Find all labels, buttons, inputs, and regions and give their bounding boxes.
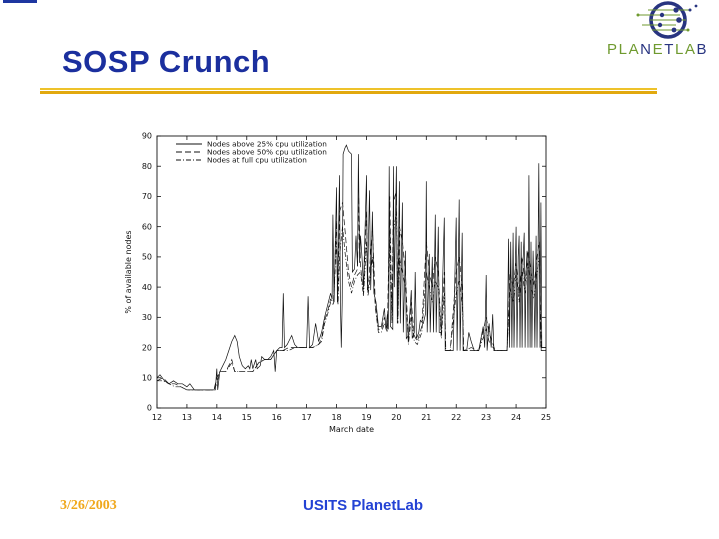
wordmark-letter: A	[628, 41, 641, 58]
x-tick-label: 25	[541, 413, 551, 422]
x-tick-label: 18	[331, 413, 341, 422]
x-tick-label: 16	[272, 413, 282, 422]
series-dashdot	[157, 211, 546, 391]
x-tick-label: 13	[182, 413, 192, 422]
y-tick-label: 20	[142, 343, 152, 352]
wordmark-letter: P	[607, 41, 619, 58]
legend-label: Nodes at full cpu utilization	[207, 156, 307, 165]
y-axis-label: % of available nodes	[124, 230, 133, 313]
y-tick-label: 80	[142, 162, 152, 171]
footer-title: USITS PlanetLab	[303, 497, 424, 514]
series-dashed	[156, 190, 546, 391]
y-tick-label: 40	[142, 283, 152, 292]
x-tick-label: 20	[391, 413, 401, 422]
footer-date: 3/26/2003	[60, 498, 117, 513]
wordmark-letter: L	[674, 41, 685, 58]
y-tick-label: 0	[147, 404, 152, 413]
cpu-utilization-chart: 12 13 14 15 16 17 18 19 20 21 22 23 24 25 0 10 20 30 40 50 6…	[124, 132, 551, 434]
x-tick-label: 17	[302, 413, 312, 422]
wordmark-letter: B	[696, 41, 709, 58]
wordmark-letter: T	[664, 41, 675, 58]
wordmark-letter: N	[640, 41, 653, 58]
x-tick-label: 19	[361, 413, 371, 422]
x-tick-label: 24	[511, 413, 521, 422]
x-tick-label: 22	[451, 413, 461, 422]
x-tick-label: 15	[242, 413, 252, 422]
series-solid	[156, 144, 546, 391]
wordmark-letter: E	[652, 41, 665, 58]
legend-label: Nodes above 50% cpu utilization	[207, 148, 327, 157]
planetlab-wordmark: PLANETLAB	[607, 41, 708, 58]
y-tick-label: 50	[142, 253, 152, 262]
x-axis-label: March date	[329, 425, 374, 434]
y-tick-label: 30	[142, 313, 152, 322]
x-tick-label: 21	[421, 413, 431, 422]
wordmark-letter: A	[684, 41, 697, 58]
y-tick-label: 90	[142, 132, 152, 141]
y-tick-label: 70	[142, 192, 152, 201]
slide-title: SOSP Crunch	[62, 44, 271, 79]
x-tick-label: 12	[152, 413, 162, 422]
y-tick-label: 10	[142, 373, 152, 382]
top-left-accent-bar	[3, 0, 37, 3]
legend-label: Nodes above 25% cpu utilization	[207, 140, 327, 149]
x-tick-label: 14	[212, 413, 222, 422]
plot-frame	[156, 135, 547, 409]
x-tick-label: 23	[481, 413, 491, 422]
planetlab-logo: PLANETLAB	[600, 0, 719, 66]
y-tick-label: 60	[142, 222, 152, 231]
title-divider	[40, 88, 657, 94]
planetlab-mark-icon	[636, 1, 698, 39]
wordmark-letter: L	[618, 41, 629, 58]
